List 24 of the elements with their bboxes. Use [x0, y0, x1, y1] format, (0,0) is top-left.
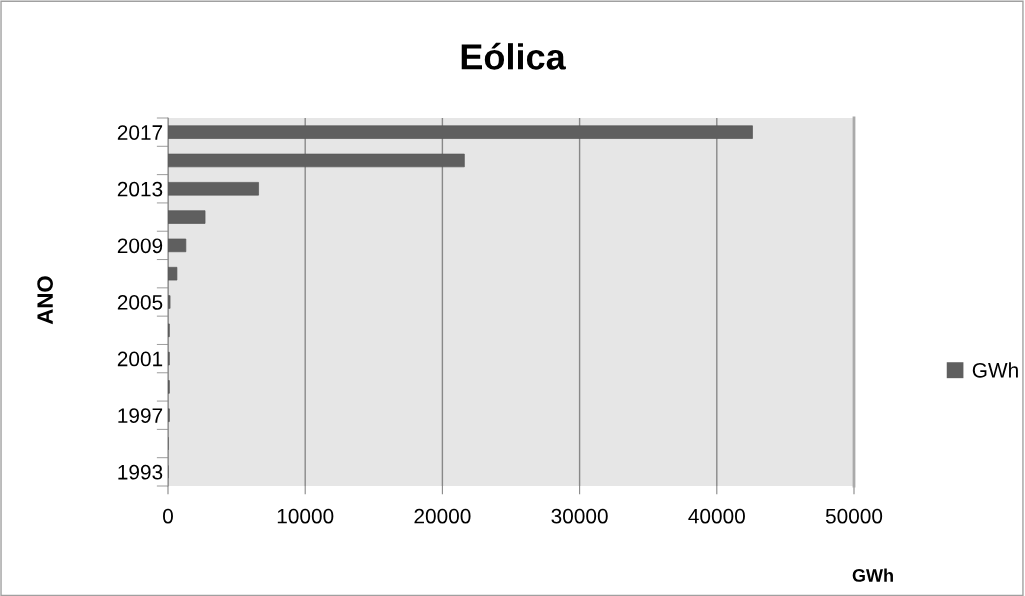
x-tick-label: 30000 — [551, 508, 608, 524]
x-tick-label: 20000 — [414, 508, 471, 524]
x-tick-label: 0 — [163, 508, 173, 524]
x-tick-label: 50000 — [825, 508, 883, 524]
legend-label: GWh — [972, 362, 1018, 378]
bar — [168, 210, 206, 224]
bar — [168, 182, 259, 196]
x-axis-title: GWh — [852, 568, 893, 582]
y-tick-label: 2005 — [117, 295, 163, 310]
y-tick-label: 1993 — [118, 464, 163, 480]
y-tick-label: 2001 — [117, 351, 163, 367]
bar — [168, 295, 171, 309]
y-tick-label: 1997 — [118, 408, 163, 423]
bar — [168, 153, 465, 168]
x-tick-label: 40000 — [688, 508, 745, 524]
y-tick-label: 2013 — [117, 181, 163, 197]
y-tick-label: 2009 — [117, 238, 163, 254]
y-axis-title: ANO — [37, 276, 53, 325]
bar — [168, 125, 753, 139]
bar — [168, 238, 187, 253]
x-tick-label: 10000 — [277, 508, 334, 524]
chart-title: Eólica — [461, 42, 566, 70]
y-tick-label: 2017 — [117, 125, 163, 140]
bar — [168, 266, 178, 281]
